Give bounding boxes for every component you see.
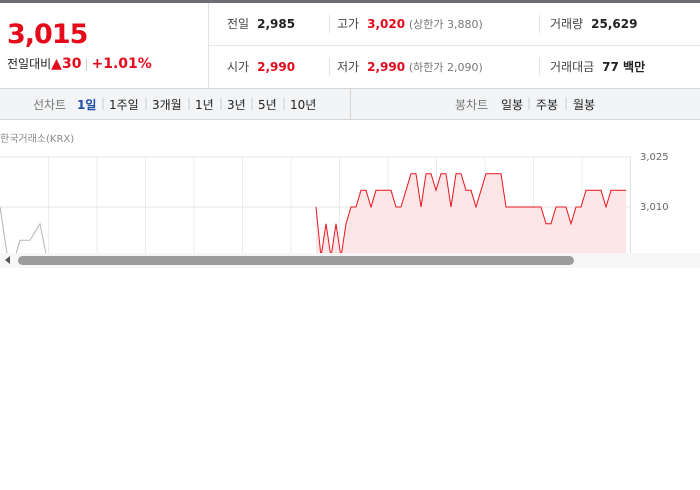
high: 고가 3,020 (상한가 3,880) [337,17,483,31]
separator: | [187,96,192,110]
separator: | [144,96,149,110]
quote-grid: 전일 2,985 고가 3,020 (상한가 3,880) 거래량 25,629 시가… [209,3,700,89]
open: 시가 2,990 [227,60,296,74]
period-tab[interactable]: 5년 [258,98,277,112]
period-tab[interactable]: 3년 [227,98,246,112]
candle-chart-label: 봉차트 [455,98,489,112]
change-row: 전일대비▲30 | +1.01% [7,56,152,72]
chart: 3,025 3,010 2,995 [0,152,700,268]
period-tab[interactable]: 10년 [290,98,317,112]
period-tab[interactable]: 3개월 [152,98,182,112]
candle-tab[interactable]: 일봉 [501,98,524,112]
line-chart-label: 선차트 [33,98,67,112]
change-label: 전일대비 [7,57,52,71]
candle-tab[interactable]: 월봉 [573,98,596,112]
candle-tab[interactable]: 주봉 [536,98,559,112]
price-line [315,173,626,253]
scroll-left[interactable] [5,256,10,264]
current-price-box: 3,015 전일대비▲30 | +1.01% [0,3,209,89]
period-tab[interactable]: 1년 [195,98,214,112]
period-tab[interactable]: 1일 [77,98,97,112]
separator: | [527,96,532,110]
trade-value: 거래대금 77 백만 [550,60,646,74]
change-percent: +1.01% [91,56,152,72]
separator: | [250,96,255,110]
separator: | [219,96,224,110]
top-border [0,0,700,3]
chart-tabs: 선차트 1일 1주일 | 3개월 | 1년 | 3년 | 5년 | 10년 | 봉차트 일봉 주봉 | 월봉 | [0,89,700,120]
source: 한국거래소(KRX) [0,134,75,145]
change-value: 30 [61,56,82,72]
volume: 거래량 25,629 [550,17,638,31]
current-price: 3,015 [7,19,88,50]
up-arrow: ▲ [51,56,62,72]
y-tick-label: 3,010 [640,202,669,213]
plot [0,173,626,253]
separator: | [564,96,569,110]
y-tick-label: 3,025 [640,152,669,163]
low: 저가 2,990 (하한가 2,090) [337,60,483,74]
prev-close: 전일 2,985 [227,17,296,31]
area [316,173,626,253]
period-tab[interactable]: 1주일 [109,98,139,112]
scroll-thumb[interactable] [18,256,574,265]
separator: | [101,96,106,110]
separator: | [282,96,287,110]
y-tick-label: 2,995 [640,252,669,263]
